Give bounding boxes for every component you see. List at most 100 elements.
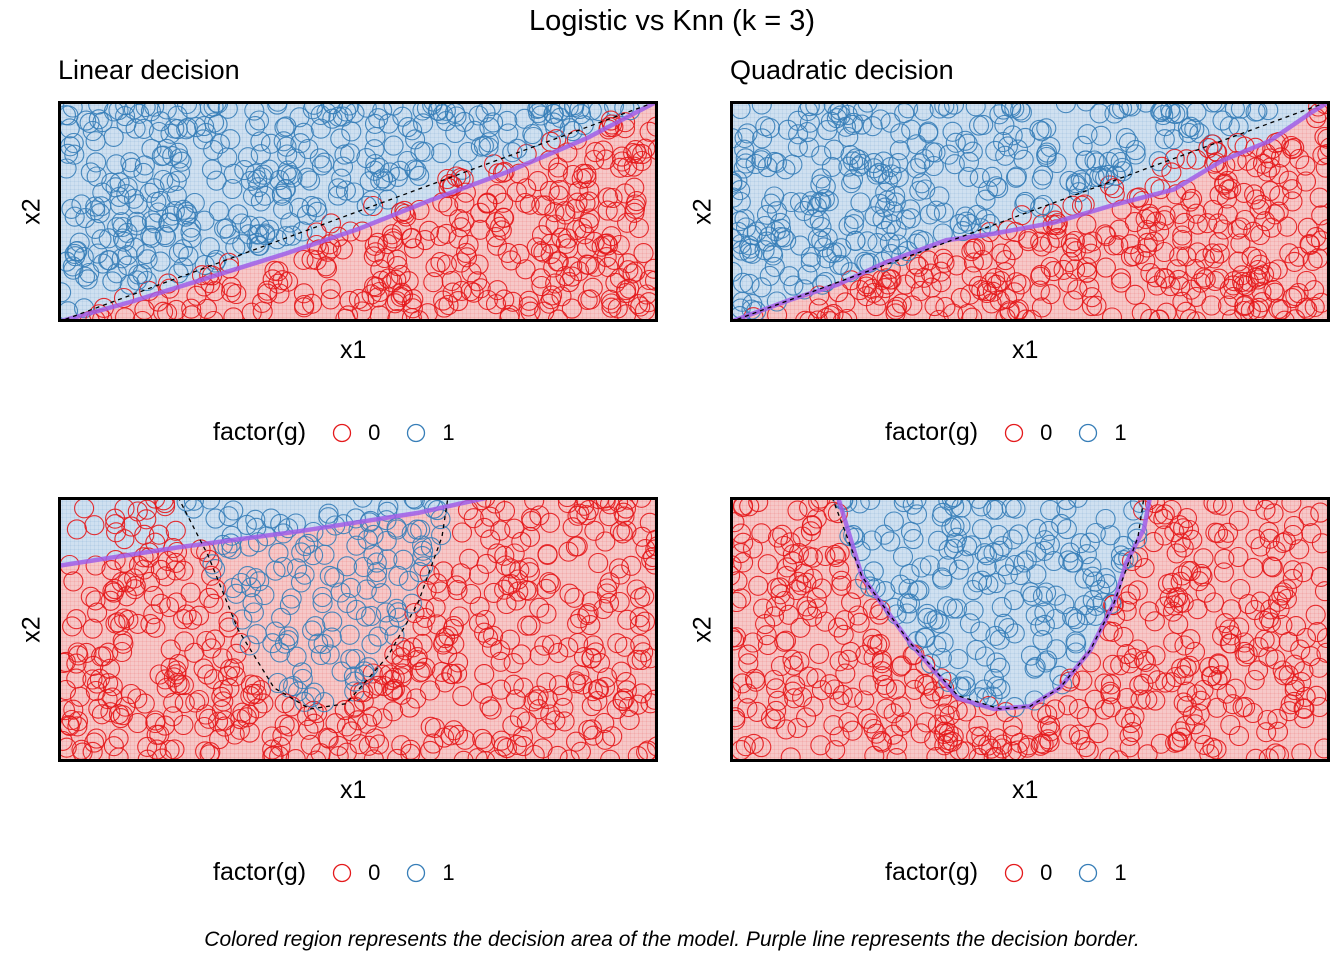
point-class-0 (460, 281, 481, 302)
point-class-0 (104, 579, 125, 600)
point-class-0 (835, 292, 856, 313)
point-class-0 (127, 613, 148, 634)
point-class-0 (363, 195, 384, 217)
point-class-0 (614, 636, 635, 657)
point-class-1 (938, 497, 959, 511)
point-class-1 (86, 152, 107, 173)
point-class-0 (545, 273, 566, 294)
point-class-0 (616, 520, 637, 541)
point-class-0 (1255, 211, 1276, 232)
point-class-0 (578, 500, 599, 521)
point-class-1 (1024, 690, 1045, 711)
point-class-1 (985, 625, 1006, 646)
point-class-0 (121, 516, 142, 537)
point-class-0 (778, 604, 799, 625)
point-class-0 (163, 692, 184, 713)
point-class-1 (166, 170, 187, 192)
point-class-0 (110, 614, 131, 636)
point-class-0 (786, 579, 807, 601)
point-class-0 (634, 611, 656, 632)
point-class-0 (1307, 622, 1328, 643)
point-class-0 (887, 734, 908, 755)
point-class-1 (218, 506, 239, 527)
point-class-1 (280, 164, 301, 185)
point-class-0 (494, 161, 515, 182)
point-class-0 (1077, 262, 1098, 283)
point-class-1 (922, 142, 943, 163)
point-class-1 (938, 101, 959, 119)
point-class-0 (1169, 203, 1190, 225)
point-class-1 (1072, 135, 1093, 156)
point-class-0 (1310, 230, 1330, 251)
point-class-0 (1291, 672, 1312, 693)
point-class-1 (290, 133, 311, 154)
point-class-0 (1139, 601, 1160, 622)
point-class-0 (364, 235, 385, 256)
point-class-1 (73, 246, 94, 268)
point-class-0 (1129, 675, 1150, 696)
point-class-0 (1314, 581, 1330, 602)
legend-key-1 (407, 423, 426, 442)
point-class-1 (880, 531, 901, 552)
point-class-0 (1059, 671, 1080, 692)
point-class-0 (766, 700, 787, 721)
y-axis-label: x2 (17, 198, 46, 225)
point-class-0 (451, 522, 473, 543)
point-class-0 (328, 735, 349, 756)
point-class-1 (370, 170, 391, 191)
point-class-0 (1302, 250, 1323, 271)
point-class-0 (436, 254, 457, 275)
x-axis-label: x1 (340, 336, 367, 364)
point-class-0 (140, 614, 161, 635)
point-class-0 (218, 611, 239, 632)
legend-key-0 (332, 423, 352, 442)
point-class-0 (1285, 616, 1307, 637)
point-class-1 (107, 217, 128, 238)
point-class-1 (919, 555, 940, 576)
scatter-points (730, 497, 1330, 762)
point-class-1 (758, 226, 780, 247)
point-class-0 (562, 517, 583, 538)
point-class-0 (756, 625, 777, 646)
point-class-0 (437, 644, 458, 665)
point-class-0 (269, 745, 290, 762)
point-class-0 (446, 166, 467, 187)
point-class-0 (1143, 231, 1165, 252)
point-class-1 (331, 168, 352, 189)
point-class-0 (931, 272, 952, 293)
point-class-0 (618, 260, 639, 281)
point-class-0 (85, 555, 106, 576)
point-class-0 (588, 552, 609, 574)
point-class-0 (1111, 199, 1132, 220)
point-class-0 (1305, 227, 1327, 248)
point-class-0 (755, 614, 776, 635)
point-class-0 (640, 693, 658, 714)
point-class-0 (891, 293, 912, 314)
point-class-0 (644, 554, 658, 575)
point-class-0 (1254, 629, 1275, 650)
point-class-0 (772, 524, 793, 545)
point-class-1 (232, 609, 253, 630)
point-class-0 (186, 285, 207, 306)
point-class-0 (1040, 721, 1061, 742)
point-class-0 (968, 276, 989, 297)
point-class-1 (483, 112, 504, 133)
point-class-1 (948, 648, 969, 670)
point-class-0 (197, 664, 218, 685)
point-class-1 (1056, 497, 1077, 511)
point-class-0 (1295, 628, 1317, 649)
point-class-0 (1270, 147, 1292, 168)
point-class-1 (950, 515, 971, 537)
point-class-0 (861, 713, 882, 734)
point-class-0 (841, 592, 862, 613)
point-class-0 (743, 733, 764, 754)
point-class-0 (83, 655, 104, 676)
point-class-1 (867, 233, 888, 254)
point-class-0 (1095, 257, 1116, 278)
point-class-1 (135, 101, 156, 118)
point-class-0 (966, 726, 987, 747)
point-class-0 (1234, 295, 1255, 316)
point-class-0 (1131, 302, 1152, 322)
point-class-0 (438, 196, 459, 217)
model-decision-border (58, 101, 658, 322)
